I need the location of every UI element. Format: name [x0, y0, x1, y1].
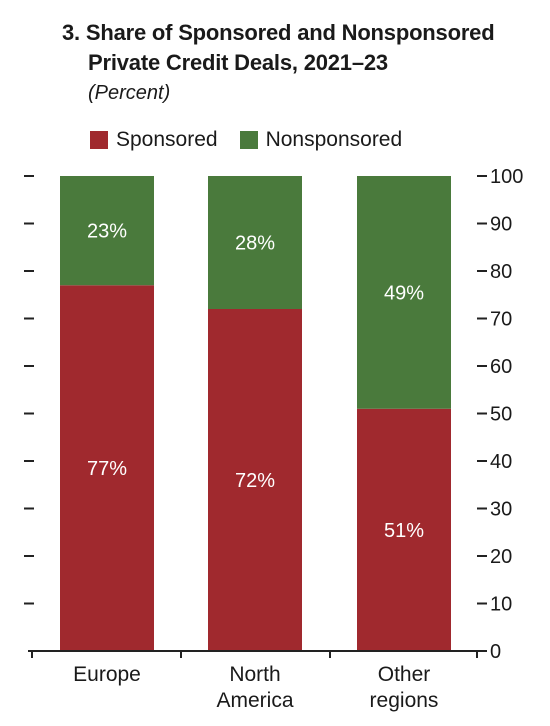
bar-sponsored-north-america — [208, 309, 302, 651]
data-label-nonsponsored-europe: 23% — [87, 221, 127, 243]
y-tick-label-40: 40 — [490, 451, 512, 473]
chart-title: 3. Share of Sponsored and Nonsponsored P… — [62, 18, 532, 78]
legend: Sponsored Nonsponsored — [90, 128, 424, 152]
y-tick-label-80: 80 — [490, 261, 512, 283]
legend-label-nonsponsored: Nonsponsored — [265, 128, 403, 151]
y-tick-label-100: 100 — [490, 166, 523, 188]
data-label-nonsponsored-other-regions: 49% — [384, 282, 424, 304]
data-label-sponsored-other-regions: 51% — [384, 520, 424, 542]
y-tick-label-60: 60 — [490, 356, 512, 378]
data-label-sponsored-north-america: 72% — [235, 470, 275, 492]
legend-swatch-sponsored — [90, 131, 108, 149]
x-label-part: America — [216, 689, 294, 712]
x-label-part: North — [229, 663, 281, 686]
bar-sponsored-europe — [60, 285, 154, 651]
chart-title-line2: Private Credit Deals, 2021–23 — [88, 50, 388, 75]
legend-swatch-nonsponsored — [239, 131, 258, 149]
y-tick-label-20: 20 — [490, 546, 512, 568]
y-tick-label-90: 90 — [490, 214, 512, 236]
bar-nonsponsored-north-america — [208, 176, 302, 309]
bar-sponsored-other-regions — [357, 408, 451, 651]
bar-nonsponsored-other-regions — [357, 176, 451, 409]
chart-title-line1: 3. Share of Sponsored and Nonsponsored — [62, 20, 495, 45]
legend-item-sponsored: Sponsored — [90, 128, 218, 152]
bar-nonsponsored-europe — [60, 176, 154, 286]
data-label-nonsponsored-north-america: 28% — [235, 233, 275, 255]
legend-item-nonsponsored: Nonsponsored — [239, 128, 403, 152]
x-label-europe: Europe — [73, 663, 141, 686]
y-tick-label-10: 10 — [490, 594, 512, 616]
x-label-north-america: North America — [195, 662, 315, 714]
x-label-other-regions: Other regions — [344, 662, 464, 714]
chart-subtitle: (Percent) — [88, 82, 171, 104]
y-tick-label-0: 0 — [490, 641, 501, 663]
x-label-part: Other — [377, 663, 431, 686]
y-tick-label-70: 70 — [490, 309, 512, 331]
x-label-part: regions — [369, 689, 439, 712]
y-tick-label-30: 30 — [490, 499, 512, 521]
data-label-sponsored-europe: 77% — [87, 458, 127, 480]
legend-label-sponsored: Sponsored — [116, 128, 218, 151]
y-tick-label-50: 50 — [490, 404, 512, 426]
